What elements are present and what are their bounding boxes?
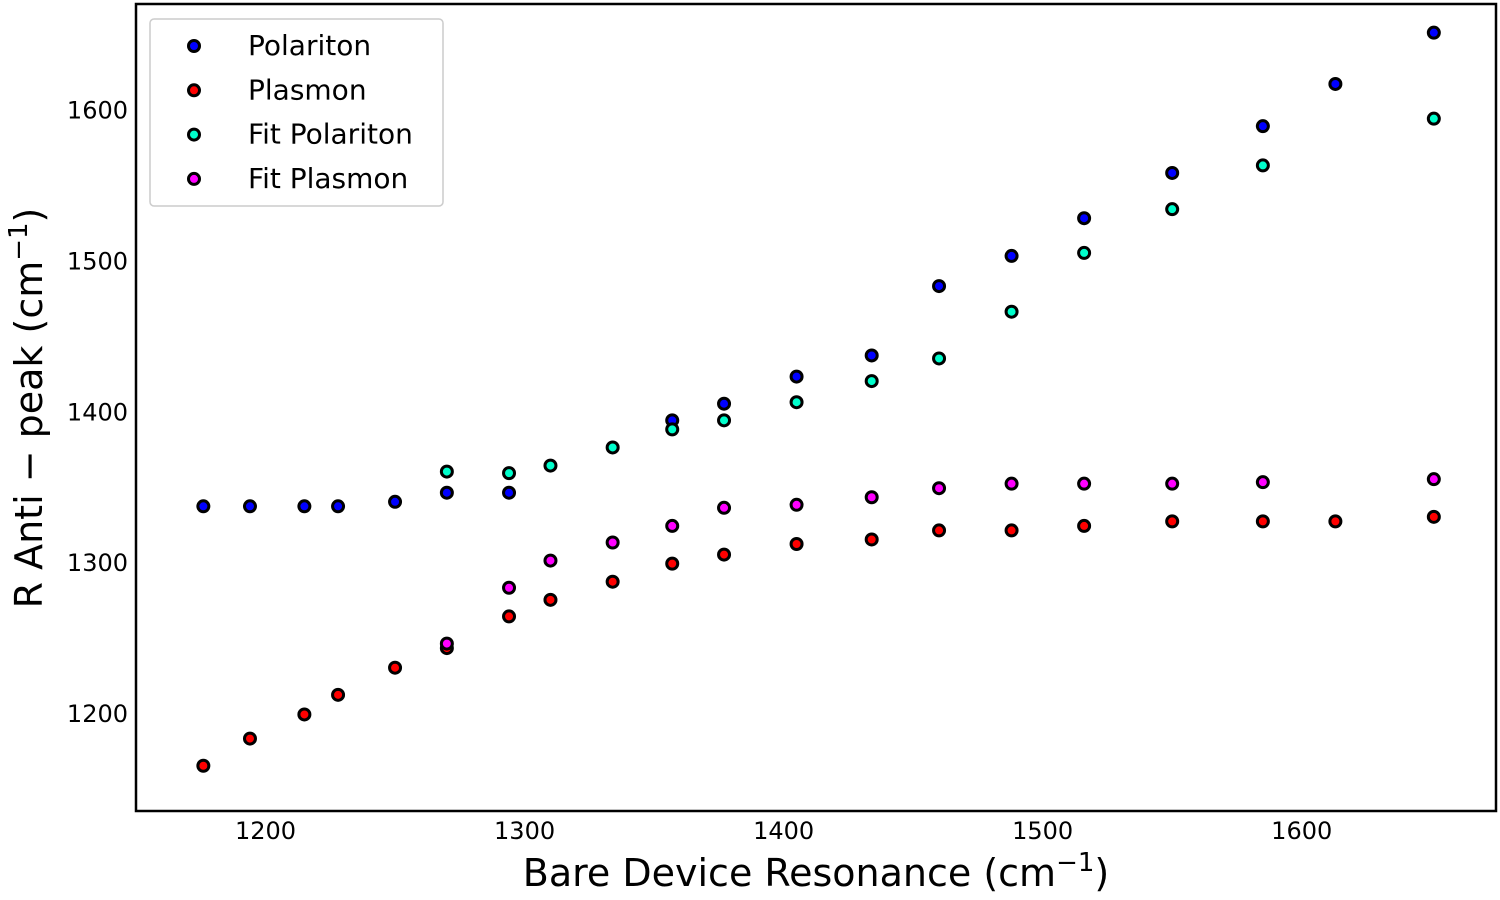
y-tick-label: 1200: [67, 700, 128, 728]
legend: Polariton Plasmon Fit Polariton Fit Plasmon: [149, 18, 444, 207]
legend-label-plasmon: Plasmon: [248, 73, 367, 106]
fit-plasmon-point: [502, 580, 517, 595]
fit-plasmon-point: [789, 497, 804, 512]
plasmon-point: [502, 609, 517, 624]
plot-frame: [134, 2, 1498, 813]
x-tick-label: 1400: [753, 817, 814, 845]
plasmon-point: [1426, 509, 1441, 524]
plasmon-point: [196, 758, 211, 773]
legend-label-fit-plasmon: Fit Plasmon: [248, 162, 408, 195]
x-tick-label: 1200: [235, 817, 296, 845]
fit-plasmon-point: [439, 636, 454, 651]
plasmon-point: [864, 532, 879, 547]
fit-polariton-point: [717, 413, 732, 428]
fit-plasmon-point: [717, 500, 732, 515]
fit-polariton-point: [439, 464, 454, 479]
plasmon-point: [1004, 523, 1019, 538]
polariton-point: [242, 499, 257, 514]
fit-polariton-point: [1255, 158, 1270, 173]
y-tick-label: 1600: [67, 97, 128, 125]
polariton-point: [502, 485, 517, 500]
fit-polariton-point: [543, 458, 558, 473]
polariton-point: [1004, 248, 1019, 263]
fit-plasmon-point: [1426, 472, 1441, 487]
y-axis-ticks: 1200 1300 1400 1500 1600: [67, 97, 128, 728]
x-tick-label: 1600: [1271, 817, 1332, 845]
legend-marker-fit-plasmon: [187, 171, 201, 186]
fit-plasmon-point: [864, 490, 879, 505]
plasmon-point: [665, 556, 680, 571]
plasmon-point: [297, 707, 312, 722]
plasmon-point: [1255, 514, 1270, 529]
fit-polariton-point: [1004, 304, 1019, 319]
data-points: [196, 25, 1441, 773]
polariton-point: [932, 279, 947, 294]
polariton-point: [297, 499, 312, 514]
legend-label-polariton: Polariton: [248, 29, 371, 62]
polariton-point: [439, 485, 454, 500]
fit-plasmon-point: [1077, 476, 1092, 491]
polariton-point: [789, 369, 804, 384]
polariton-point: [864, 348, 879, 363]
plasmon-point: [1165, 514, 1180, 529]
fit-polariton-point: [605, 440, 620, 455]
x-axis-ticks: 1200 1300 1400 1500 1600: [235, 817, 1332, 845]
plasmon-point: [932, 523, 947, 538]
plasmon-point: [388, 660, 403, 675]
fit-polariton-point: [1426, 111, 1441, 126]
plasmon-point: [717, 547, 732, 562]
x-axis-label: Bare Device Resonance (cm−1): [523, 848, 1109, 895]
plasmon-point: [605, 574, 620, 589]
fit-polariton-point: [502, 466, 517, 481]
fit-plasmon-point: [605, 535, 620, 550]
fit-plasmon-point: [932, 481, 947, 496]
plasmon-point: [331, 687, 346, 702]
fit-polariton-point: [864, 374, 879, 389]
fit-plasmon-point: [1165, 476, 1180, 491]
plasmon-point: [1328, 514, 1343, 529]
fit-plasmon-point: [1004, 476, 1019, 491]
fit-plasmon-point: [543, 553, 558, 568]
plasmon-point: [242, 731, 257, 746]
polariton-point: [331, 499, 346, 514]
x-tick-label: 1500: [1012, 817, 1073, 845]
fit-plasmon-point: [665, 518, 680, 533]
polariton-point: [1255, 119, 1270, 134]
fit-polariton-point: [1165, 202, 1180, 217]
y-axis-label: R Anti − peak (cm−1): [4, 208, 51, 609]
fit-polariton-point: [789, 395, 804, 410]
polariton-point: [388, 494, 403, 509]
polariton-point: [1077, 211, 1092, 226]
polariton-point: [717, 396, 732, 411]
y-tick-label: 1300: [67, 549, 128, 577]
x-tick-label: 1300: [494, 817, 555, 845]
legend-box: [149, 18, 444, 207]
polariton-point: [1328, 76, 1343, 91]
legend-marker-polariton: [187, 39, 201, 53]
polariton-point: [1165, 165, 1180, 180]
legend-label-fit-polariton: Fit Polariton: [248, 118, 413, 151]
fit-polariton-point: [1077, 245, 1092, 260]
legend-marker-fit-polariton: [187, 127, 201, 142]
fit-polariton-point: [932, 351, 947, 366]
plasmon-point: [543, 592, 558, 607]
plasmon-point: [789, 537, 804, 552]
fit-polariton-point: [665, 422, 680, 437]
y-tick-label: 1400: [67, 398, 128, 426]
plasmon-point: [1077, 518, 1092, 533]
polariton-point: [196, 499, 211, 514]
polariton-point: [1426, 25, 1441, 40]
legend-marker-plasmon: [187, 83, 201, 98]
fit-plasmon-point: [1255, 475, 1270, 490]
y-tick-label: 1500: [67, 247, 128, 275]
